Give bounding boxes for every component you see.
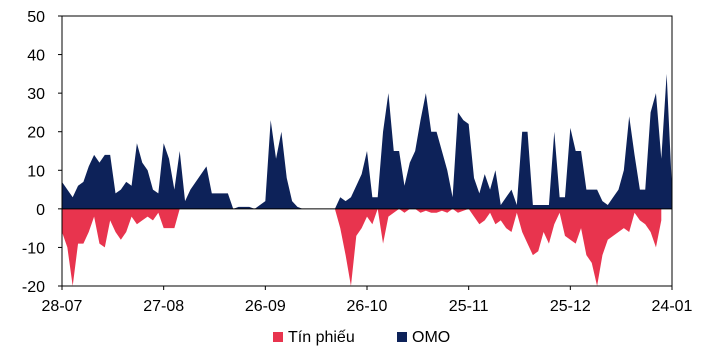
x-tick-label: 27-08	[143, 298, 184, 315]
y-tick-label: -10	[22, 240, 45, 257]
y-tick-label: 20	[27, 125, 45, 142]
series-area-0	[62, 208, 662, 286]
x-tick-label: 25-12	[550, 298, 591, 315]
legend-label-0: Tín phiếu	[288, 329, 355, 346]
y-tick-label: 30	[27, 86, 45, 103]
legend-swatch-0	[273, 332, 283, 342]
series-area-1	[62, 73, 672, 209]
y-tick-label: 10	[27, 163, 45, 180]
y-tick-label: 0	[36, 202, 45, 219]
x-tick-label: 26-10	[347, 298, 388, 315]
y-tick-label: 40	[27, 48, 45, 65]
y-tick-label: 50	[27, 9, 45, 26]
legend-label-1: OMO	[412, 329, 450, 346]
y-tick-label: -20	[22, 279, 45, 296]
x-tick-label: 28-07	[42, 298, 83, 315]
x-tick-label: 24-01	[652, 298, 693, 315]
legend-swatch-1	[397, 332, 407, 342]
x-tick-label: 25-11	[449, 298, 489, 315]
x-tick-label: 26-09	[245, 298, 286, 315]
